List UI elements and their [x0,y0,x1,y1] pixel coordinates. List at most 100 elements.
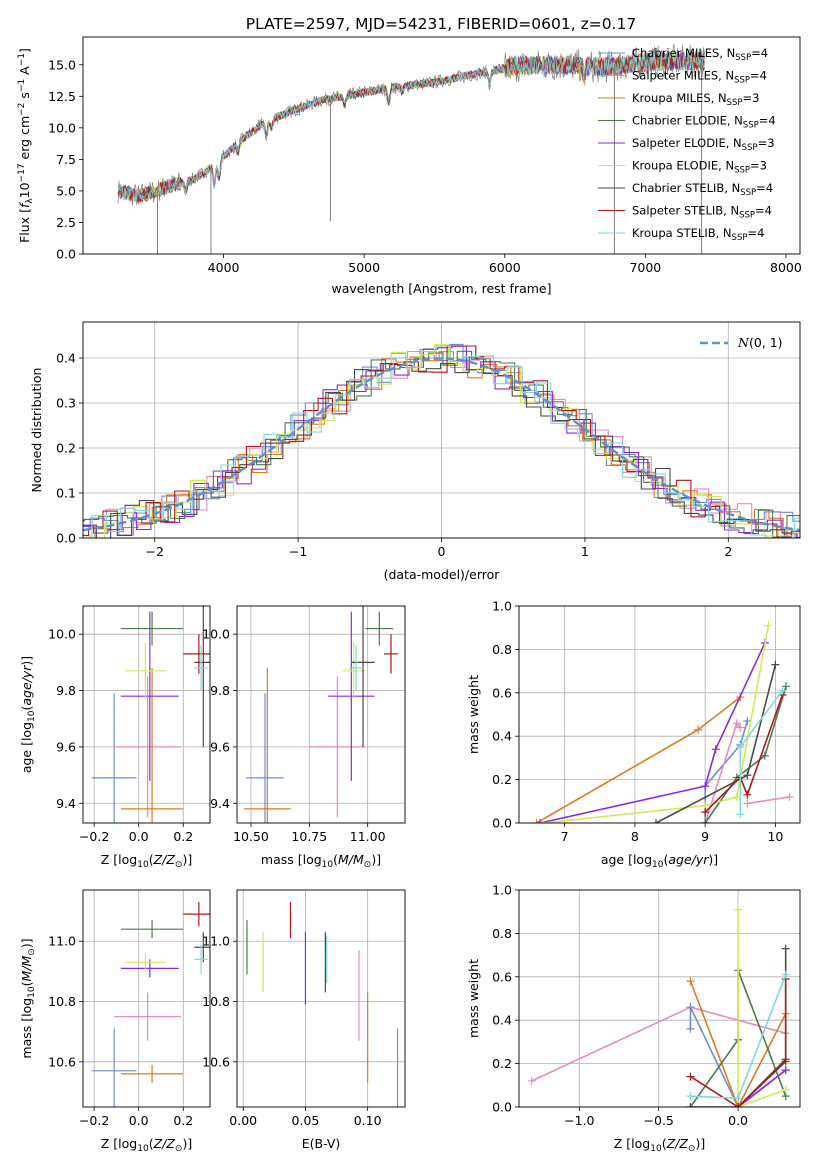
weight-line-salpeter_elodie [539,642,766,823]
spectrum-line-kroupa_miles [117,51,705,202]
mass_weight_vs_age-ylabel: mass weight [466,675,481,754]
weight-marker-kroupa_stelib [686,1092,695,1101]
legend-label-chabrier_stelib: Chabrier STELIB, NSSP=4 [632,181,773,198]
weight-line-salpeter_elodie [737,1069,787,1107]
mass-vs-metallicity-panel: −0.2 0.0 0.2 10.6 10.8 11.0 Z [log10(Z/Z⊙)] mas… [19,889,211,1154]
y-tick-label: 0.0 [492,816,512,831]
mass-weight-vs-age-xlabel: age [log10(age/yr)] [601,852,718,870]
y-tick-label: 0.8 [492,642,512,657]
weight-marker-kroupa_stelib [734,1094,743,1103]
mass-vs-Z-xlabel: Z [log10(Z/Z⊙)] [101,1136,192,1154]
weight-marker-kroupa_miles [686,977,695,986]
mass-weight-vs-age-panel: 7 8 9 10 0.0 0.2 0.4 0.6 0.8 1.0 mass weight age [l… [466,599,801,870]
weight-marker-chabrier_stelib [743,771,752,780]
x-tick-label: 7000 [629,260,661,275]
x-tick-label: −0.2 [79,1113,109,1128]
weight-marker-kroupa_elodie [764,621,773,630]
histogram-kroupa_miles [83,351,800,538]
y-tick-label: 0.2 [492,772,512,787]
weight-marker-chabrier_elodie [781,682,790,691]
x-tick-label: 8000 [770,260,802,275]
y-tick-label: 0.0 [56,247,76,262]
mass-weight-vs-metallicity-panel: −1.0 −0.5 0.0 0.0 0.2 0.4 0.6 0.8 1.0 mass weight… [466,883,801,1154]
weight-marker-kroupa_stelib [736,810,745,819]
axes-frame [82,321,801,539]
legend-label-chabrier_elodie: Chabrier ELODIE, NSSP=4 [632,114,776,131]
axes-frame [236,889,406,1108]
mass-vs-ebv-xlabel: E(B-V) [302,1136,341,1151]
spectrum-line-chabrier_elodie [117,50,705,202]
y-tick-label: 12.5 [48,89,76,104]
x-tick-label: 0.05 [292,1113,320,1128]
x-tick-label: 0 [438,544,446,559]
x-tick-label: 5000 [348,260,380,275]
mass_weight_vs_Z-ylabel: mass weight [466,959,481,1038]
weight-marker-kroupa_stelib [736,743,745,752]
x-tick-label: 1 [581,544,589,559]
weight-marker-chabrier_elodie [760,751,769,760]
weight-marker-kroupa_elodie [781,1085,790,1094]
x-tick-label: 0.2 [173,829,193,844]
x-tick-label: −0.2 [79,829,109,844]
weight-marker-salpeter_stelib [781,1057,790,1066]
x-tick-label: −1 [289,544,307,559]
age-vs-Z-ylabel: age [log10(age/yr)] [19,656,37,773]
legend-label-salpeter_miles: Salpeter MILES, NSSP=4 [632,69,767,86]
weight-line-kroupa_elodie [543,625,770,823]
weight-line-salpeter_stelib [704,694,784,813]
y-tick-label: 1.0 [492,883,512,898]
weight-marker-kroupa_miles [694,725,703,734]
plot-area [246,902,399,1107]
weight-marker-salpeter_stelib [743,790,752,799]
y-tick-label: 0.6 [492,685,512,700]
plot-area [532,621,794,823]
y-tick-label: 5.0 [56,183,76,198]
spectrum-line-kroupa_stelib [118,52,705,201]
y-tick-label: 0.0 [492,1100,512,1115]
weight-line-kroupa_miles [689,980,787,1107]
age-vs-mass-xlabel: mass [log10(M/M⊙)] [261,852,381,870]
axes-frame [82,605,211,824]
y-tick-label: 0.2 [56,441,76,456]
y-tick-label: 0.4 [56,351,76,366]
weight-marker-kroupa_stelib [778,686,787,695]
normal-curve [83,357,800,532]
weight-marker-chabrier_stelib [651,819,660,823]
x-tick-label: 0.0 [129,829,149,844]
x-tick-label: 11.00 [350,829,386,844]
y-tick-label: 0.2 [492,1056,512,1071]
axes-frame [82,889,211,1108]
y-tick-label: 9.4 [56,796,76,811]
residuals-xlabel: (data-model)/error [384,567,501,582]
weight-line-chabrier_elodie [704,686,787,823]
histogram-kroupa_stelib [83,345,800,538]
legend-label-salpeter_elodie: Salpeter ELODIE, NSSP=3 [632,136,775,153]
weight-line-salpeter_stelib [690,979,787,1107]
y-tick-label: 7.5 [56,152,76,167]
weight-marker-kroupa_stelib [781,970,790,979]
y-tick-label: 10.0 [48,627,76,642]
histogram-salpeter_elodie [83,345,800,538]
weight-marker-salpeter_elodie [536,819,545,823]
weight-marker-salpeter_stelib [734,1103,743,1107]
age-vs-mass-panel: 10.50 10.75 11.00 9.4 9.6 9.8 10.0 mass [log10(… [202,605,406,870]
x-tick-label: 0.00 [229,1113,257,1128]
weight-marker-kroupa_elodie [539,819,548,823]
histogram-salpeter_stelib [83,345,800,538]
legend-label-kroupa_miles: Kroupa MILES, NSSP=3 [632,91,759,108]
y-tick-label: 0.4 [492,1013,512,1028]
y-tick-label: 0.6 [492,969,512,984]
weight-marker-salpeter_miles [743,799,752,808]
legend-label-chabrier_miles: Chabrier MILES, NSSP=4 [632,46,768,63]
legend-label-normal: N(0, 1) [737,335,783,350]
plot-area [83,343,800,538]
mass-vs-Z-ylabel: mass [log10(M/M⊙)] [19,938,37,1058]
x-tick-label: −1.0 [564,1113,594,1128]
x-tick-label: 10.50 [233,829,269,844]
plot-area [91,902,210,1107]
weight-line-kroupa_elodie [737,909,786,1107]
x-tick-label: 7 [561,829,569,844]
weight-line-salpeter_miles [704,721,741,823]
weight-marker-salpeter_stelib [686,1072,695,1081]
